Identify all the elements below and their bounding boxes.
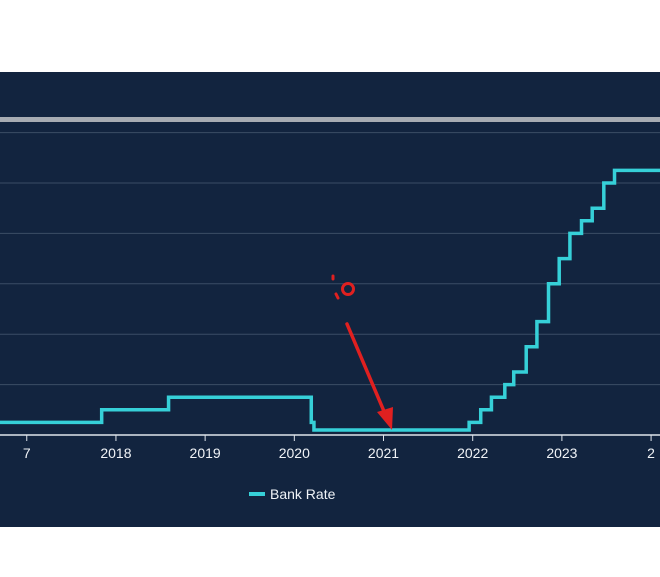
legend-label-bank-rate: Bank Rate — [270, 486, 336, 502]
series-layer — [0, 168, 660, 432]
top-reference-band — [0, 117, 660, 122]
x-tick-label-2021: 2021 — [368, 445, 399, 461]
x-tick-label-2024: 2 — [647, 445, 655, 461]
x-axis: 7 2018 2019 2020 2021 2022 2023 2 — [0, 434, 660, 461]
x-tick-label-2018: 2018 — [100, 445, 131, 461]
gridlines — [0, 132, 660, 386]
x-tick-label-2019: 2019 — [190, 445, 221, 461]
annotation-scribble-mark — [331, 274, 340, 300]
series-line-bank-rate — [0, 168, 660, 432]
x-tick-label-2020: 2020 — [279, 445, 310, 461]
annotation-arrow-head — [377, 407, 393, 430]
annotation-circle-mark — [341, 282, 355, 296]
annotation — [331, 274, 393, 430]
x-tick-label-2023: 2023 — [546, 445, 577, 461]
x-tick-label-2017: 7 — [23, 445, 31, 461]
legend: Bank Rate — [249, 486, 336, 502]
x-tick-label-2022: 2022 — [457, 445, 488, 461]
bank-rate-chart: 7 2018 2019 2020 2021 2022 2023 2 Bank Rate — [0, 117, 660, 502]
annotation-arrow-shaft — [345, 322, 388, 418]
